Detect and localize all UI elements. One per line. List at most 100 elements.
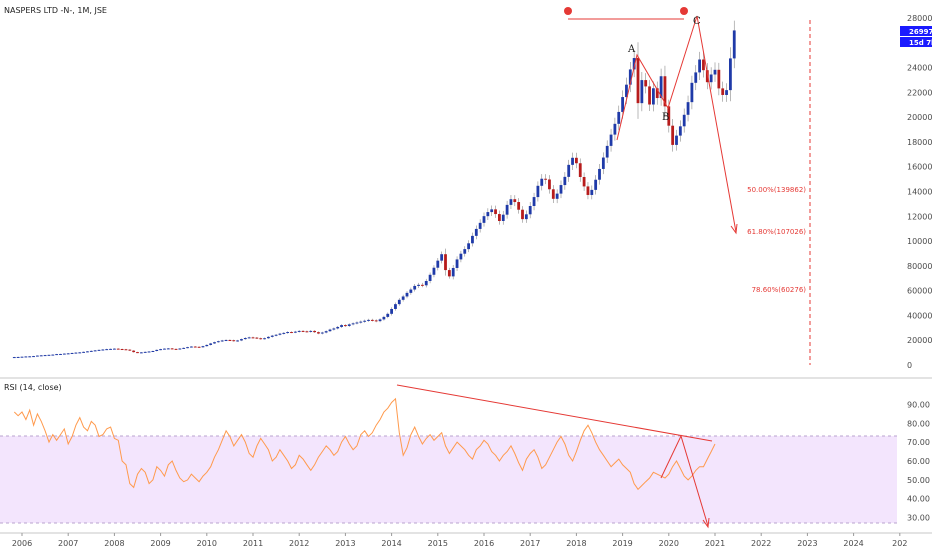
projection-arrowhead — [730, 223, 738, 235]
candle-body — [663, 76, 667, 107]
candle-body — [59, 353, 62, 355]
candle-body — [482, 216, 486, 223]
candle-body — [363, 320, 367, 322]
candle-body — [374, 320, 378, 322]
candle-body — [644, 80, 648, 87]
candle-body — [686, 102, 690, 115]
drawings-layer[interactable]: A B C 50.00%(139862) 61.80%(107026) 78.6… — [396, 7, 811, 529]
rsi-divergence-line[interactable] — [396, 384, 713, 442]
candle-body — [116, 348, 120, 350]
candle-body — [344, 325, 347, 327]
candle-body — [320, 332, 324, 334]
candle-body — [186, 347, 189, 349]
rsi-projection-path[interactable] — [660, 434, 709, 527]
candle-body — [340, 325, 343, 327]
candle-body — [270, 335, 274, 337]
candle-body — [617, 111, 621, 124]
candle-body — [209, 343, 213, 345]
rsi-band — [0, 436, 897, 523]
candle-body — [351, 323, 355, 325]
candle-body — [216, 341, 220, 343]
price-tick-label: 40000 — [907, 311, 932, 320]
candle-body — [590, 189, 594, 195]
candle-body — [555, 193, 559, 199]
fib-label-618: 61.80%(107026) — [747, 228, 806, 236]
price-tick-label: 280000 — [907, 14, 932, 23]
candle-body — [432, 267, 436, 275]
candle-body — [240, 339, 243, 341]
price-axis[interactable]: 0 20000 40000 60000 80000 100000 120000 140000 1… — [907, 14, 932, 370]
candle-body — [139, 352, 143, 354]
candle-body — [193, 346, 197, 348]
candle-body — [586, 186, 590, 195]
candle-body — [405, 292, 409, 297]
candle-body — [721, 88, 725, 95]
candle-body — [290, 332, 293, 334]
time-tick-label: 2009 — [150, 539, 170, 548]
candle-body — [394, 304, 397, 309]
candle-body — [328, 329, 332, 332]
candle-body — [12, 357, 16, 359]
candle-body — [655, 88, 659, 99]
candle-body — [155, 349, 159, 351]
candle-body — [147, 351, 151, 353]
candle-body — [274, 334, 278, 336]
candle-body — [201, 346, 205, 348]
candle-body — [571, 157, 574, 165]
rsi-series — [13, 397, 716, 491]
candle-body — [247, 337, 251, 339]
candle-body — [251, 337, 255, 339]
candle-body — [544, 178, 547, 180]
rsi-tick-label: 30.00 — [907, 514, 930, 523]
candle-body — [355, 322, 359, 324]
candle-body — [636, 58, 640, 104]
candle-body — [78, 352, 82, 354]
candle-body — [347, 324, 351, 326]
price-tick-label: 240000 — [907, 64, 932, 73]
candle-body — [382, 316, 386, 320]
rsi-title: RSI (14, close) — [4, 383, 62, 392]
alert-marker-left[interactable] — [564, 7, 572, 15]
candle-body — [151, 350, 155, 352]
candle-body — [317, 332, 320, 334]
candle-body — [66, 353, 70, 355]
candle-body — [401, 296, 405, 300]
time-tick-label: 2024 — [843, 539, 863, 548]
candle-body — [471, 235, 474, 244]
price-tick-label: 200000 — [907, 113, 932, 122]
candle-body — [702, 59, 705, 71]
price-tick-label: 180000 — [907, 138, 932, 147]
wave-label-a: A — [627, 44, 636, 55]
price-tick-label: 140000 — [907, 188, 932, 197]
candle-body — [309, 330, 313, 332]
candle-body — [494, 209, 497, 215]
rsi-tick-label: 40.00 — [907, 495, 930, 504]
candle-body — [667, 106, 671, 126]
candle-body — [386, 313, 390, 317]
candle-body — [582, 177, 586, 187]
rsi-tick-label: 70.00 — [907, 438, 930, 447]
time-tick-label: 2019 — [612, 539, 632, 548]
time-axis[interactable]: 2006 2007 2008 2009 2010 2011 2012 2013 2014 2015… — [12, 533, 908, 548]
candle-body — [517, 202, 521, 210]
time-tick-label: 2017 — [520, 539, 540, 548]
candle-body — [159, 349, 162, 351]
time-tick-label: 2022 — [751, 539, 771, 548]
candle-body — [263, 338, 266, 340]
candle-body — [459, 253, 463, 260]
candle-body — [601, 157, 605, 169]
price-tick-label: 160000 — [907, 163, 932, 172]
abc-wave-path[interactable] — [616, 15, 737, 233]
candle-body — [305, 331, 309, 333]
candle-body — [632, 58, 636, 70]
rsi-axis[interactable]: 30.00 40.00 50.00 60.00 70.00 80.00 90.00 — [907, 400, 930, 522]
candle-body — [509, 199, 513, 205]
candle-body — [170, 348, 174, 350]
time-tick-label: 2016 — [474, 539, 494, 548]
candle-body — [132, 350, 136, 353]
rsi-tick-label: 60.00 — [907, 457, 930, 466]
candle-body — [428, 274, 432, 281]
candle-body — [93, 350, 97, 352]
alert-marker-right[interactable] — [680, 7, 688, 15]
